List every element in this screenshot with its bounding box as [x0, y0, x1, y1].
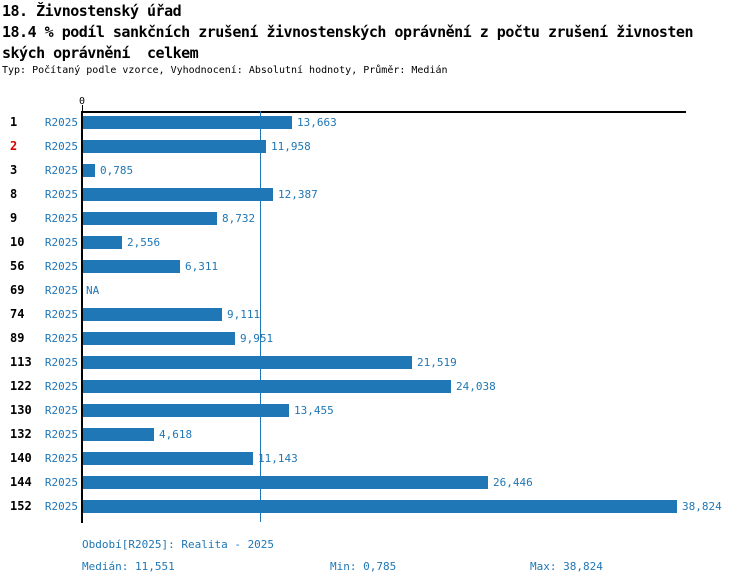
row-rank-label: 113 [10, 355, 32, 369]
bar-value-label: 24,038 [456, 380, 496, 393]
bar [83, 476, 488, 489]
row-series-label: R2025 [44, 500, 78, 513]
bar [83, 308, 222, 321]
bar [83, 380, 451, 393]
bar [83, 452, 253, 465]
row-rank-label: 10 [10, 235, 25, 249]
row-series-label: R2025 [44, 452, 78, 465]
row-rank-label: 130 [10, 403, 32, 417]
row-series-label: R2025 [44, 356, 78, 369]
row-series-label: R2025 [44, 404, 78, 417]
bar-value-label: 2,556 [127, 236, 161, 249]
bar-value-label: 12,387 [278, 188, 318, 201]
bar-value-label: 13,455 [294, 404, 334, 417]
bar [83, 500, 677, 513]
row-series-label: R2025 [44, 188, 78, 201]
row-rank-label: 9 [10, 211, 18, 225]
row-rank-label: 3 [10, 163, 18, 177]
bar-value-label: 8,732 [222, 212, 256, 225]
bar [83, 332, 235, 345]
row-rank-label: 74 [10, 307, 25, 321]
bar-value-label: 4,618 [159, 428, 193, 441]
footer-min: Min: 0,785 [330, 560, 397, 573]
bar [83, 212, 217, 225]
footer-max: Max: 38,824 [530, 560, 603, 573]
row-series-label: R2025 [44, 380, 78, 393]
bar [83, 404, 289, 417]
bar [83, 164, 95, 177]
bar-value-label: 0,785 [100, 164, 134, 177]
bar [83, 116, 292, 129]
row-series-label: R2025 [44, 236, 78, 249]
bar-value-label: 13,663 [297, 116, 337, 129]
row-rank-label: 8 [10, 187, 18, 201]
row-series-label: R2025 [44, 476, 78, 489]
row-series-label: R2025 [44, 308, 78, 321]
bar [83, 260, 180, 273]
row-rank-label: 144 [10, 475, 32, 489]
row-series-label: R2025 [44, 428, 78, 441]
page-title: 18. Živnostenský úřad [2, 2, 182, 20]
axis-zero-tick [82, 105, 83, 113]
row-rank-label: 2 [10, 139, 18, 153]
bar-value-label: 21,519 [417, 356, 457, 369]
bar-value-label: NA [86, 284, 100, 297]
row-series-label: R2025 [44, 212, 78, 225]
median-line [260, 111, 261, 522]
bar [83, 140, 266, 153]
row-series-label: R2025 [44, 140, 78, 153]
bar-value-label: 11,143 [258, 452, 298, 465]
bar [83, 236, 122, 249]
bar [83, 356, 412, 369]
page-subtitle-line2: ských oprávnění celkem [2, 44, 199, 62]
bar [83, 428, 154, 441]
row-series-label: R2025 [44, 284, 78, 297]
bar [83, 188, 273, 201]
axis-zero-label: 0 [78, 96, 86, 107]
row-series-label: R2025 [44, 332, 78, 345]
row-rank-label: 122 [10, 379, 32, 393]
bar-value-label: 6,311 [185, 260, 219, 273]
footer-period: Období[R2025]: Realita - 2025 [82, 538, 275, 551]
row-rank-label: 89 [10, 331, 25, 345]
bar-value-label: 9,951 [240, 332, 274, 345]
bar-value-label: 9,111 [227, 308, 261, 321]
row-rank-label: 132 [10, 427, 32, 441]
bar-value-label: 11,958 [271, 140, 311, 153]
row-rank-label: 152 [10, 499, 32, 513]
row-series-label: R2025 [44, 260, 78, 273]
row-rank-label: 56 [10, 259, 25, 273]
bar-value-label: 26,446 [493, 476, 533, 489]
row-rank-label: 69 [10, 283, 25, 297]
chart-meta: Typ: Počítaný podle vzorce, Vyhodnocení:… [2, 65, 448, 76]
row-rank-label: 1 [10, 115, 18, 129]
footer-median: Medián: 11,551 [82, 560, 175, 573]
bar-value-label: 38,824 [682, 500, 722, 513]
row-series-label: R2025 [44, 164, 78, 177]
row-rank-label: 140 [10, 451, 32, 465]
page-subtitle-line1: 18.4 % podíl sankčních zrušení živnosten… [2, 23, 694, 41]
y-axis-line [81, 111, 83, 523]
x-axis-line [82, 111, 686, 113]
row-series-label: R2025 [44, 116, 78, 129]
